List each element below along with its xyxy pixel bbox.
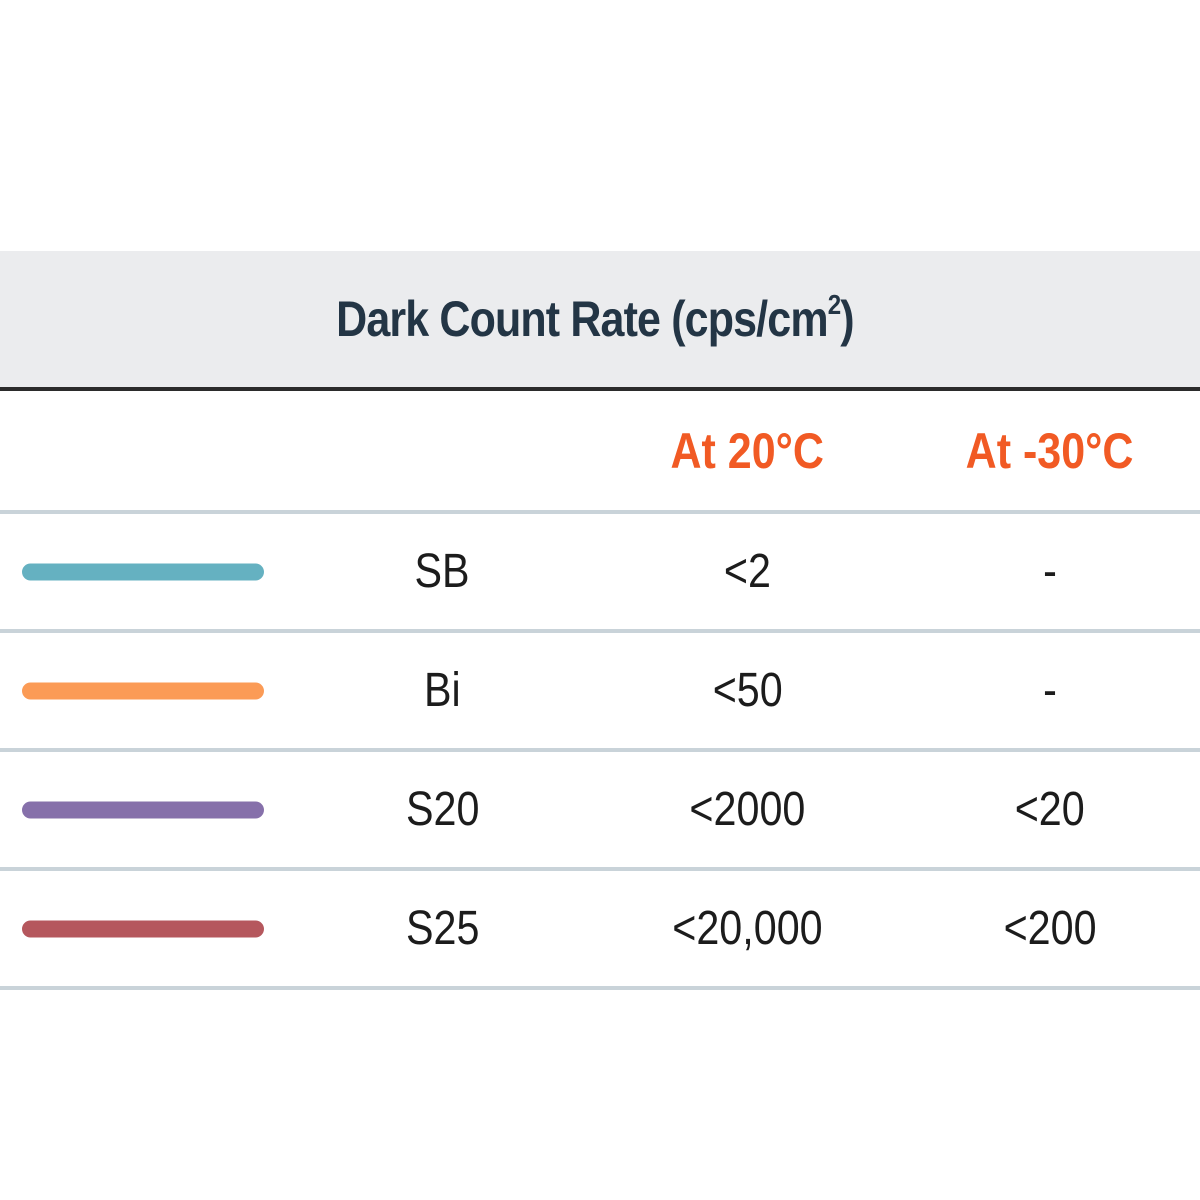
table-title-end: ) xyxy=(840,291,854,347)
table-row: S25 <20,000 <200 xyxy=(0,871,1200,990)
value-at-minus-30c-label: <20 xyxy=(1014,783,1086,836)
legend-swatch-cell xyxy=(0,871,290,986)
value-at-minus-30c: - xyxy=(900,633,1200,748)
table-title-main: Dark Count Rate (cps/cm xyxy=(336,291,828,347)
value-at-20c: <2 xyxy=(595,514,900,629)
value-at-minus-30c: <20 xyxy=(900,752,1200,867)
header-at-minus-30c-label: At -30°C xyxy=(966,422,1134,479)
legend-line-bi xyxy=(22,682,264,699)
photocathode-name-label: S25 xyxy=(405,902,480,955)
photocathode-name: Bi xyxy=(290,633,595,748)
header-at-20c-label: At 20°C xyxy=(670,422,825,479)
photocathode-name: S20 xyxy=(290,752,595,867)
value-at-minus-30c: - xyxy=(900,514,1200,629)
table-title: Dark Count Rate (cps/cm2) xyxy=(336,290,854,348)
legend-line-s20 xyxy=(22,801,264,818)
photocathode-name-label: SB xyxy=(414,545,471,598)
table-row: SB <2 - xyxy=(0,514,1200,633)
legend-swatch-cell xyxy=(0,633,290,748)
value-at-20c-label: <50 xyxy=(712,664,783,717)
photocathode-name-label: S20 xyxy=(405,783,480,836)
value-at-20c: <50 xyxy=(595,633,900,748)
header-at-minus-30c: At -30°C xyxy=(900,391,1200,510)
value-at-minus-30c-label: - xyxy=(1043,664,1057,717)
table-title-band: Dark Count Rate (cps/cm2) xyxy=(0,251,1200,391)
legend-swatch-cell xyxy=(0,752,290,867)
value-at-20c-label: <2000 xyxy=(689,783,806,836)
photocathode-name: S25 xyxy=(290,871,595,986)
legend-line-sb xyxy=(22,563,264,580)
table-title-superscript: 2 xyxy=(827,289,841,320)
photocathode-name: SB xyxy=(290,514,595,629)
header-at-20c: At 20°C xyxy=(595,391,900,510)
photocathode-name-label: Bi xyxy=(424,664,461,717)
dark-count-rate-table: Dark Count Rate (cps/cm2) At 20°C At -30… xyxy=(0,251,1200,990)
value-at-20c: <20,000 xyxy=(595,871,900,986)
column-header-row: At 20°C At -30°C xyxy=(0,391,1200,514)
legend-swatch-cell xyxy=(0,514,290,629)
table-row: S20 <2000 <20 xyxy=(0,752,1200,871)
value-at-20c: <2000 xyxy=(595,752,900,867)
value-at-20c-label: <2 xyxy=(723,545,772,598)
legend-line-s25 xyxy=(22,920,264,937)
header-empty-name-cell xyxy=(290,391,595,510)
value-at-minus-30c-label: - xyxy=(1043,545,1057,598)
header-empty-swatch-cell xyxy=(0,391,290,510)
table-row: Bi <50 - xyxy=(0,633,1200,752)
value-at-minus-30c-label: <200 xyxy=(1003,902,1097,955)
value-at-minus-30c: <200 xyxy=(900,871,1200,986)
value-at-20c-label: <20,000 xyxy=(672,902,823,955)
